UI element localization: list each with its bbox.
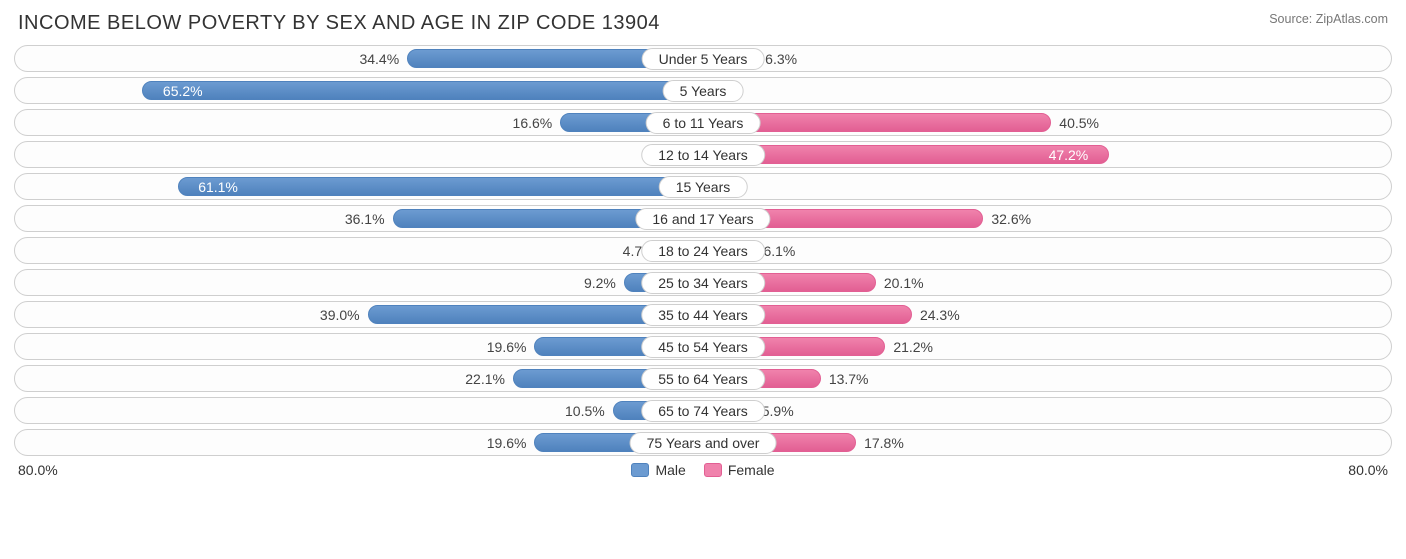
male-value: 34.4% xyxy=(359,51,399,67)
male-value: 16.6% xyxy=(513,115,553,131)
legend-female: Female xyxy=(704,462,775,478)
category-label: 18 to 24 Years xyxy=(641,240,765,262)
category-label: 15 Years xyxy=(659,176,748,198)
table-row: 10.5% 5.9%65 to 74 Years xyxy=(14,397,1392,424)
category-label: 65 to 74 Years xyxy=(641,400,765,422)
legend: Male Female xyxy=(631,462,774,478)
chart-source: Source: ZipAtlas.com xyxy=(1269,12,1388,26)
male-value: 19.6% xyxy=(487,435,527,451)
table-row: 22.1% 13.7% 55 to 64 Years xyxy=(14,365,1392,392)
female-value: 47.2% xyxy=(1049,147,1089,163)
table-row: 39.0% 24.3% 35 to 44 Years xyxy=(14,301,1392,328)
male-value: 36.1% xyxy=(345,211,385,227)
table-row: 9.2% 20.1% 25 to 34 Years xyxy=(14,269,1392,296)
male-bar xyxy=(142,81,703,100)
female-value: 6.3% xyxy=(765,51,797,67)
male-value: 65.2% xyxy=(163,83,203,99)
category-label: 16 and 17 Years xyxy=(635,208,770,230)
female-swatch xyxy=(704,463,722,477)
male-value: 39.0% xyxy=(320,307,360,323)
female-value: 32.6% xyxy=(991,211,1031,227)
table-row: 16.6% 40.5% 6 to 11 Years xyxy=(14,109,1392,136)
legend-male-label: Male xyxy=(655,462,685,478)
male-value: 61.1% xyxy=(198,179,238,195)
female-value: 6.1% xyxy=(763,243,795,259)
female-value: 21.2% xyxy=(893,339,933,355)
table-row: 19.6% 21.2% 45 to 54 Years xyxy=(14,333,1392,360)
female-value: 13.7% xyxy=(829,371,869,387)
table-row: 36.1% 32.6% 16 and 17 Years xyxy=(14,205,1392,232)
category-label: 6 to 11 Years xyxy=(646,112,761,134)
category-label: 12 to 14 Years xyxy=(641,144,765,166)
male-swatch xyxy=(631,463,649,477)
male-value: 9.2% xyxy=(584,275,616,291)
legend-female-label: Female xyxy=(728,462,775,478)
category-label: 45 to 54 Years xyxy=(641,336,765,358)
female-value: 40.5% xyxy=(1059,115,1099,131)
poverty-by-sex-age-chart: INCOME BELOW POVERTY BY SEX AND AGE IN Z… xyxy=(0,0,1406,559)
table-row: 4.7%6.1%18 to 24 Years xyxy=(14,237,1392,264)
category-label: 35 to 44 Years xyxy=(641,304,765,326)
table-row: 34.4% 6.3%Under 5 Years xyxy=(14,45,1392,72)
category-label: 75 Years and over xyxy=(630,432,777,454)
axis-and-legend: 80.0% Male Female 80.0% xyxy=(14,462,1392,478)
female-value: 20.1% xyxy=(884,275,924,291)
category-label: 5 Years xyxy=(663,80,744,102)
female-value: 17.8% xyxy=(864,435,904,451)
female-value: 24.3% xyxy=(920,307,960,323)
chart-rows: 34.4% 6.3%Under 5 Years 65.2%0.0%5 Years 16… xyxy=(14,45,1392,456)
table-row: 65.2%0.0%5 Years xyxy=(14,77,1392,104)
table-row: 61.1%0.0%15 Years xyxy=(14,173,1392,200)
axis-left-max: 80.0% xyxy=(18,462,58,478)
legend-male: Male xyxy=(631,462,685,478)
axis-right-max: 80.0% xyxy=(1348,462,1388,478)
table-row: 19.6% 17.8% 75 Years and over xyxy=(14,429,1392,456)
table-row: 0.0%47.2%12 to 14 Years xyxy=(14,141,1392,168)
female-value: 5.9% xyxy=(762,403,794,419)
category-label: 55 to 64 Years xyxy=(641,368,765,390)
category-label: 25 to 34 Years xyxy=(641,272,765,294)
male-value: 22.1% xyxy=(465,371,505,387)
male-bar xyxy=(178,177,703,196)
category-label: Under 5 Years xyxy=(642,48,765,70)
chart-title: INCOME BELOW POVERTY BY SEX AND AGE IN Z… xyxy=(18,12,1392,35)
male-value: 10.5% xyxy=(565,403,605,419)
male-value: 19.6% xyxy=(487,339,527,355)
